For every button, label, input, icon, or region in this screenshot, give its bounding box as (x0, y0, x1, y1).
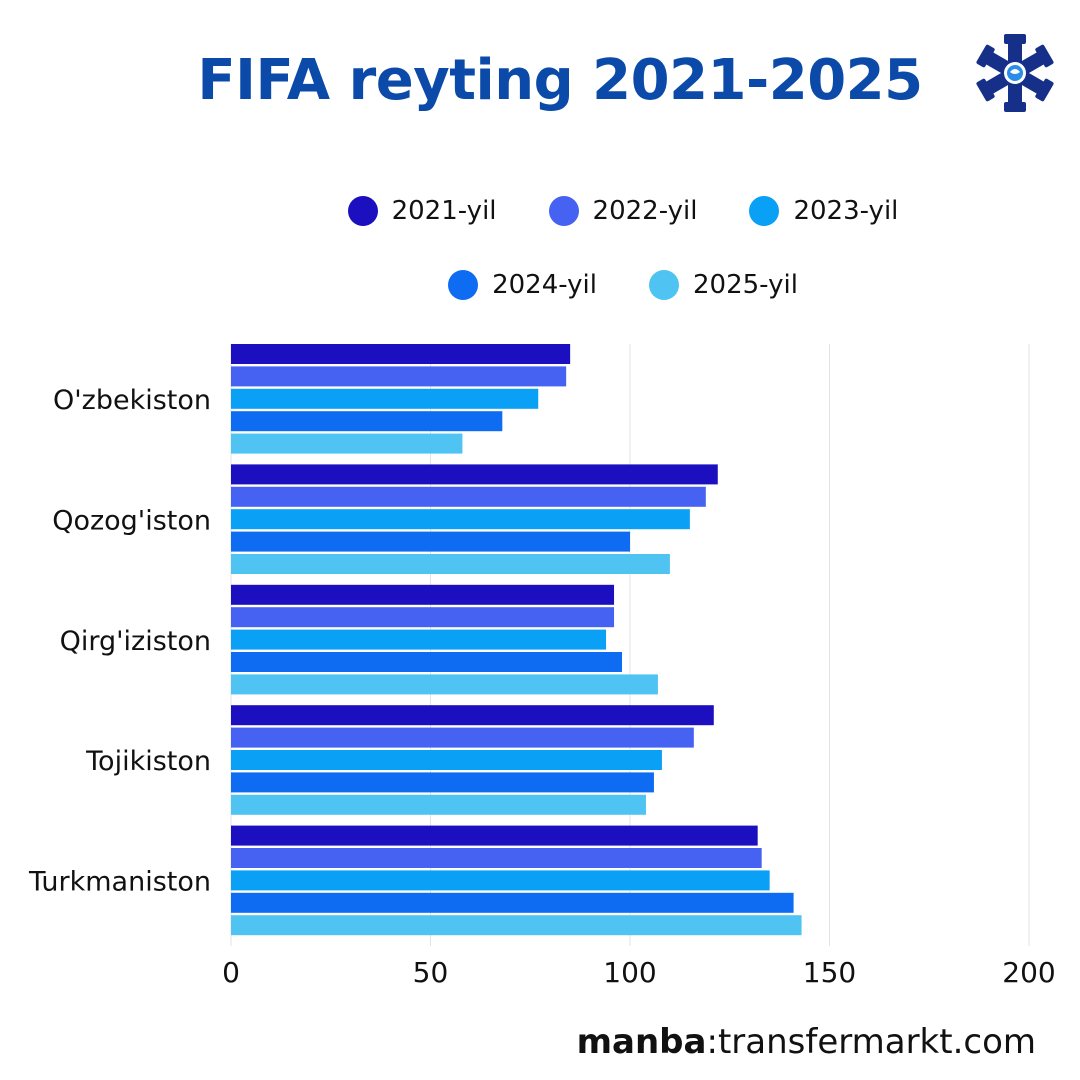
bar-2023-yil-2 (231, 629, 607, 650)
bar-2025-yil-2 (231, 674, 658, 695)
legend-swatch-icon (347, 196, 378, 226)
bar-2021-yil-2 (231, 584, 615, 605)
legend-swatch-icon (448, 270, 479, 300)
source-site: transfermarkt.com (717, 1022, 1036, 1062)
bar-2023-yil-3 (231, 750, 662, 770)
legend-row-2: 2024-yil 2025-yil (0, 270, 1080, 300)
bar-2021-yil-1 (231, 464, 718, 485)
x-tick-label: 100 (603, 956, 656, 989)
bar-2024-yil-3 (231, 772, 654, 793)
bar-2021-yil-3 (231, 705, 714, 726)
legend-swatch-icon (749, 196, 780, 226)
bar-2024-yil-4 (231, 892, 794, 913)
bar-2024-yil-0 (231, 411, 503, 432)
bar-2025-yil-1 (231, 554, 670, 574)
source-prefix: manba (576, 1022, 707, 1062)
legend-item-2021: 2021-yil (347, 196, 497, 226)
bar-2022-yil-2 (231, 607, 615, 628)
bar-2025-yil-4 (231, 915, 802, 936)
bar-2021-yil-4 (231, 825, 758, 846)
x-tick-label: 150 (803, 956, 856, 989)
legend-label: 2024-yil (492, 270, 597, 300)
bar-2025-yil-0 (231, 433, 463, 454)
legend-label: 2025-yil (693, 270, 798, 300)
snowflake-logo-icon (976, 34, 1054, 112)
legend-label: 2023-yil (793, 196, 899, 226)
legend-label: 2021-yil (391, 196, 497, 226)
bar-2022-yil-4 (231, 848, 762, 868)
axes: 0 50 100 150 200 O'zbekiston Qozog'iston Qirg'i… (28, 385, 1056, 989)
y-category-label: Qirg'iziston (60, 626, 211, 657)
bar-2022-yil-1 (231, 486, 706, 507)
bar-2023-yil-1 (231, 509, 690, 530)
y-category-label: Qozog'iston (52, 505, 211, 536)
legend-row-1: 2021-yil 2022-yil 2023-yil (0, 196, 1080, 226)
y-category-label: O'zbekiston (53, 385, 211, 416)
bar-2025-yil-3 (231, 794, 646, 815)
legend-item-2025: 2025-yil (649, 270, 798, 300)
legend-item-2023: 2023-yil (749, 196, 898, 226)
bar-2022-yil-0 (231, 366, 567, 387)
x-tick-label: 50 (413, 956, 449, 989)
bar-2023-yil-0 (231, 388, 539, 409)
bar-2024-yil-1 (231, 531, 630, 552)
y-category-label: Tojikiston (85, 746, 211, 777)
bar-2022-yil-3 (231, 727, 694, 748)
legend-item-2024: 2024-yil (448, 270, 597, 300)
bar-2023-yil-4 (231, 870, 770, 891)
x-tick-label: 0 (222, 956, 240, 989)
bar-2024-yil-2 (231, 652, 623, 672)
bars (231, 344, 802, 936)
source-separator: : (706, 1022, 718, 1062)
legend-swatch-icon (548, 196, 579, 226)
legend-swatch-icon (649, 270, 679, 300)
x-tick-label: 200 (1002, 956, 1055, 989)
bar-2021-yil-0 (231, 344, 571, 364)
source-credit: manba:transfermarkt.com (577, 1022, 1036, 1062)
chart-title: FIFA reyting 2021-2025 (197, 48, 923, 113)
y-category-label: Turkmaniston (28, 867, 211, 898)
legend-label: 2022-yil (592, 196, 698, 226)
legend-item-2022: 2022-yil (548, 196, 698, 226)
